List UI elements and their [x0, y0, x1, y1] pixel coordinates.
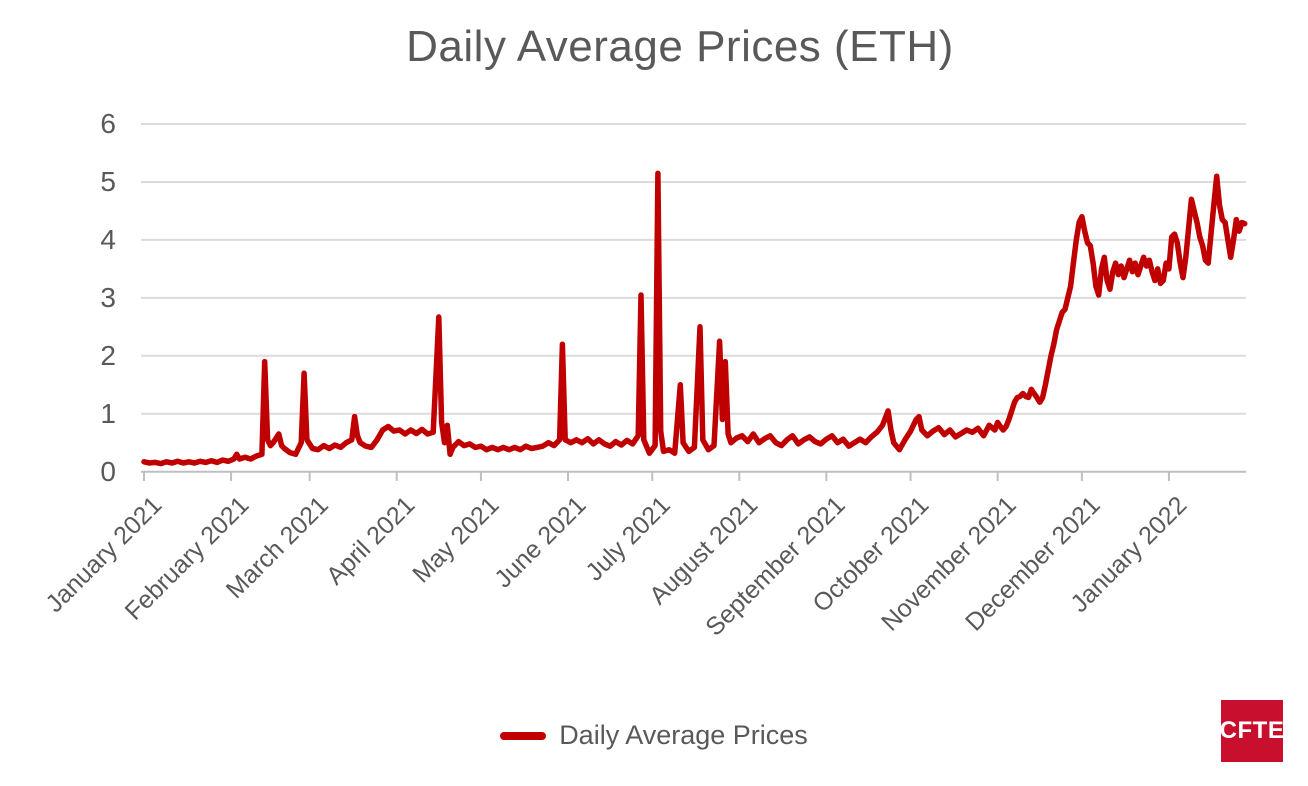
y-axis-label: 6 [100, 108, 116, 139]
y-axis-label: 1 [100, 397, 116, 429]
y-axis-label: 2 [100, 339, 116, 371]
price-line [141, 170, 1248, 467]
y-axis-label: 0 [100, 455, 116, 487]
y-axis-label: 5 [100, 165, 116, 197]
legend: Daily Average Prices [0, 720, 1308, 751]
legend-line-swatch [500, 731, 547, 740]
chart-title: Daily Average Prices (ETH) [406, 22, 954, 71]
y-axis-label: 3 [100, 281, 116, 313]
cfte-logo: CFTE [1220, 700, 1284, 762]
y-axis-label: 4 [100, 223, 116, 255]
legend-label: Daily Average Prices [559, 720, 808, 750]
